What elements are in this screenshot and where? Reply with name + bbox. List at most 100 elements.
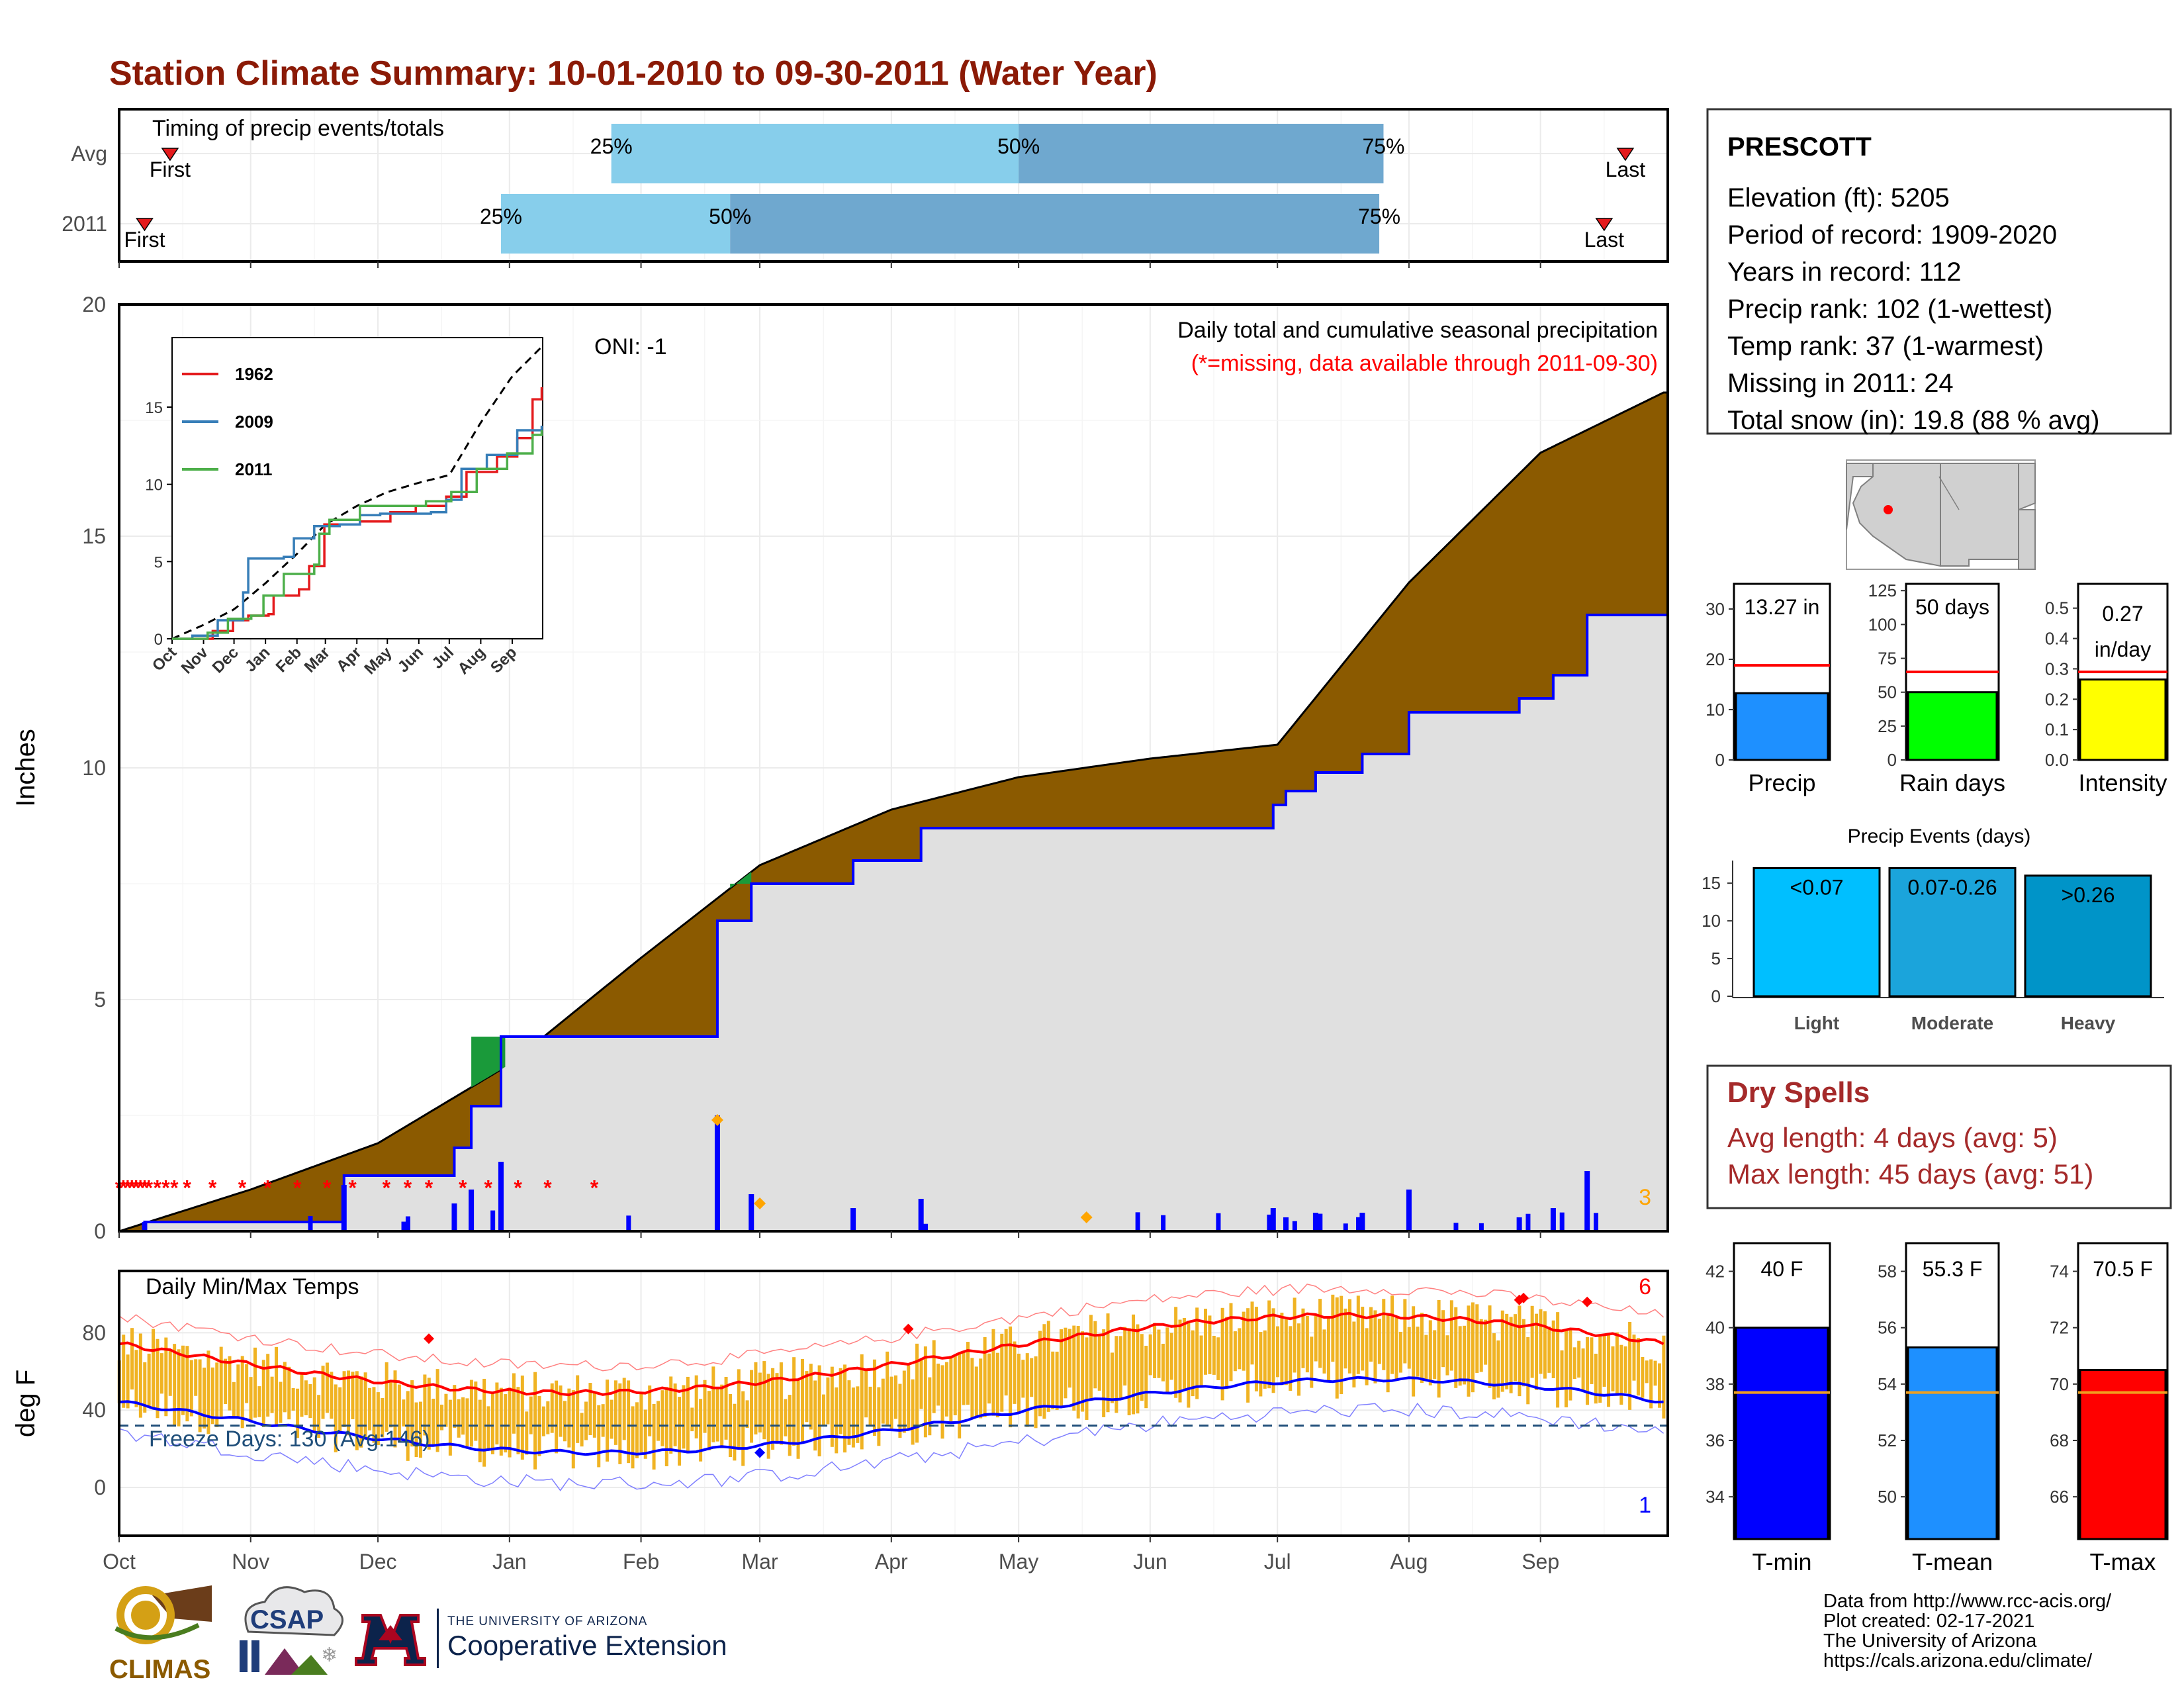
daily-temp-bar <box>393 1370 397 1448</box>
summary-y-tick: 0.5 <box>2045 598 2069 618</box>
daily-temp-bar <box>1157 1329 1161 1378</box>
summary-value-unit-Intensity: in/day <box>2095 637 2151 661</box>
daily-precip-bar <box>1479 1223 1484 1231</box>
daily-temp-bar <box>851 1387 855 1448</box>
daily-temp-bar <box>1068 1329 1071 1388</box>
daily-temp-bar <box>979 1358 983 1419</box>
daily-temp-bar <box>1449 1300 1453 1371</box>
daily-temp-bar <box>228 1356 232 1411</box>
temp-value-T-min: 40 F <box>1760 1257 1803 1281</box>
daily-temp-bar <box>1132 1314 1136 1415</box>
daily-temp-bar <box>1611 1346 1615 1391</box>
daily-temp-bar <box>648 1385 652 1436</box>
events-bar-label: <0.07 <box>1790 875 1844 899</box>
daily-temp-bar <box>1038 1331 1042 1417</box>
daily-temp-bar <box>490 1392 494 1454</box>
daily-temp-bar <box>652 1403 656 1470</box>
daily-temp-bar <box>215 1362 219 1427</box>
daily-temp-bar <box>1585 1336 1589 1405</box>
daily-temp-bar <box>1500 1310 1504 1392</box>
inset-x-tick: Sep <box>487 643 520 677</box>
daily-temp-bar <box>304 1380 308 1415</box>
summary-label-Rain days: Rain days <box>1899 769 2005 796</box>
summary-label-Precip: Precip <box>1748 769 1815 796</box>
daily-temp-bar <box>1398 1331 1402 1373</box>
daily-temp-bar <box>958 1352 962 1438</box>
daily-temp-bar <box>529 1396 533 1434</box>
daily-temp-bar <box>707 1391 711 1450</box>
timing-pct-label: 50% <box>997 134 1040 158</box>
daily-temp-bar <box>1590 1337 1594 1384</box>
missing-day-marker: * <box>183 1176 191 1200</box>
daily-temp-bar <box>508 1387 512 1458</box>
daily-temp-bar <box>1369 1307 1373 1362</box>
summary-y-tick: 0 <box>1888 750 1897 770</box>
station-snow: Total snow (in): 19.8 (88 % avg) <box>1727 406 2099 435</box>
record-high-marker <box>1518 1292 1529 1303</box>
missing-day-marker: * <box>484 1176 493 1200</box>
timing-bar-q1-Avg <box>611 124 1019 183</box>
daily-temp-bar <box>1076 1326 1080 1419</box>
daily-temp-bar <box>1649 1359 1653 1409</box>
avg-cumulative-line <box>118 391 1668 1233</box>
daily-temp-bar <box>720 1384 724 1448</box>
daily-temp-bar <box>1106 1313 1110 1413</box>
daily-temp-bar <box>1212 1335 1216 1375</box>
inset-frame <box>171 337 543 639</box>
daily-temp-bar <box>418 1401 422 1458</box>
timing-panel: 25% 50% 75% First Last 25% 50% 75% First Last Tim… <box>62 108 1669 263</box>
footer-line-4: https://cals.arizona.edu/climate/ <box>1823 1650 2093 1671</box>
daily-temp-bar <box>126 1354 130 1409</box>
missing-day-marker: * <box>153 1176 161 1200</box>
daily-precip-bar <box>405 1216 410 1231</box>
events-y-tick: 10 <box>1702 911 1721 931</box>
record-high-marker <box>1582 1296 1593 1307</box>
daily-precip-bar <box>341 1185 347 1231</box>
station-temp-rank: Temp rank: 37 (1-warmest) <box>1727 332 2044 361</box>
daily-temp-bar <box>1110 1352 1114 1403</box>
daily-temp-bar <box>1238 1328 1242 1370</box>
daily-temp-bar <box>397 1384 401 1442</box>
daily-temp-bar <box>427 1378 431 1450</box>
daily-precip-bar <box>1343 1223 1348 1231</box>
daily-temp-bar <box>796 1380 800 1459</box>
inset-x-tick: Jan <box>242 643 273 675</box>
footer-line-3: The University of Arizona <box>1823 1630 2037 1652</box>
precip-extreme-marker <box>1080 1211 1093 1223</box>
station-name: PRESCOTT <box>1727 132 1872 162</box>
daily-temp-bar <box>1602 1335 1606 1387</box>
dry-spells-avg: Avg length: 4 days (avg: 5) <box>1727 1122 2058 1153</box>
daily-temp-bar <box>1089 1315 1093 1401</box>
missing-day-marker: * <box>383 1176 391 1200</box>
daily-temp-bar <box>1123 1327 1127 1386</box>
daily-temp-bar <box>156 1338 159 1419</box>
daily-temp-bar <box>563 1401 567 1442</box>
daily-temp-bar <box>1199 1335 1203 1386</box>
events-bar-label: 0.07-0.26 <box>1907 875 1997 899</box>
daily-precip-bar <box>923 1223 929 1231</box>
missing-day-marker: * <box>293 1176 302 1200</box>
daily-temp-bar <box>1343 1308 1347 1369</box>
daily-temp-bar <box>1280 1312 1284 1385</box>
daily-temp-bar <box>1195 1307 1199 1399</box>
station-elevation: Elevation (ft): 5205 <box>1727 183 1950 212</box>
daily-temp-bar <box>198 1359 202 1432</box>
record-min-line <box>118 1402 1664 1491</box>
daily-temp-bar <box>610 1399 614 1439</box>
summary-y-tick: 0.0 <box>2045 750 2069 770</box>
daily-temp-bar <box>1017 1353 1021 1413</box>
daily-temp-bar <box>928 1377 932 1436</box>
station-precip-rank: Precip rank: 102 (1-wettest) <box>1727 295 2052 324</box>
inset-x-tick: Apr <box>333 643 365 675</box>
climas-logo-text: CLIMAS <box>109 1655 210 1684</box>
daily-precip-bar <box>1270 1208 1276 1231</box>
daily-temp-bar <box>669 1376 673 1454</box>
daily-temp-bar <box>1403 1299 1407 1364</box>
daily-precip-bar <box>1453 1223 1459 1231</box>
location-map <box>1846 459 2036 570</box>
events-bar-label: >0.26 <box>2062 883 2115 907</box>
daily-temp-bar <box>1118 1336 1122 1399</box>
daily-precip-bar <box>490 1210 496 1231</box>
daily-temp-bar <box>1305 1315 1309 1373</box>
timing-bar-q2-2011 <box>730 194 1380 254</box>
